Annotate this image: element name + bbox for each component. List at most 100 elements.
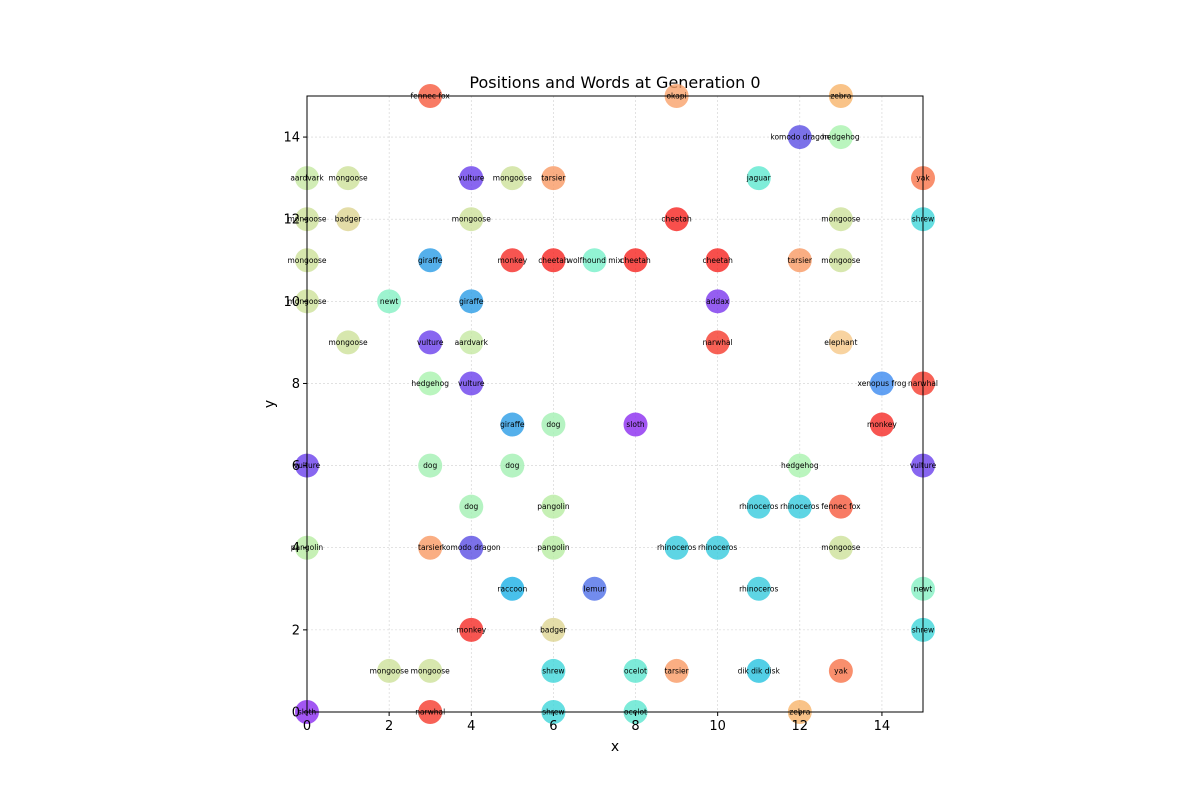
data-point [787,125,812,150]
point-label: dog [464,502,478,511]
y-tick-label: 12 [283,213,300,228]
data-point [418,453,443,478]
point-label: elephant [824,338,857,347]
point-label: rhinoceros [739,584,778,593]
data-point [336,166,361,191]
point-label: badger [540,625,567,634]
data-point [623,412,648,437]
point-label: jaguar [746,174,772,183]
data-point [377,658,402,683]
point-label: hedgehog [781,461,819,470]
data-point [459,617,484,642]
data-point [828,535,853,560]
point-label: mongoose [329,174,368,183]
data-point [500,412,525,437]
y-tick-label: 14 [283,131,300,146]
point-label: pangolin [537,543,570,552]
point-label: monkey [867,420,897,429]
point-label: vulture [458,174,485,183]
data-point [664,535,689,560]
data-point [336,207,361,232]
point-label: lemur [584,584,607,593]
data-point [705,330,730,355]
y-tick-label: 0 [292,706,300,721]
axis-ticks: 0 2 4 6 8 10 12 14 0 2 4 6 8 10 12 14 [283,131,890,734]
point-label: fennec fox [821,502,861,511]
point-label: giraffe [459,297,484,306]
y-tick-label: 6 [292,459,300,474]
data-point [869,412,894,437]
point-label: mongoose [452,215,491,224]
data-point [541,658,566,683]
data-point [828,248,853,273]
data-point [787,248,812,273]
x-tick-label: 0 [303,719,311,734]
data-point [787,494,812,519]
y-tick-label: 4 [292,541,300,556]
point-label: mongoose [493,174,532,183]
point-label: raccoon [497,584,527,593]
data-point [828,207,853,232]
point-label: vulture [458,379,485,388]
point-label: komodo dragon [442,543,501,552]
data-point [459,330,484,355]
y-tick-label: 8 [292,377,300,392]
data-point [418,248,443,273]
data-point [459,207,484,232]
data-point [500,166,525,191]
point-label: mongoose [821,543,860,552]
data-point [418,658,443,683]
point-label: aardvark [455,338,489,347]
point-label: cheetah [538,256,569,265]
point-label: hedgehog [411,379,449,388]
data-point [500,453,525,478]
point-label: monkey [497,256,527,265]
data-point [582,576,607,601]
point-label: cheetah [702,256,733,265]
point-label: xenopus frog [857,379,906,388]
data-point [459,535,484,560]
data-point [828,494,853,519]
point-label: cheetah [661,215,692,224]
x-tick-label: 2 [385,719,393,734]
data-point [541,617,566,642]
x-tick-label: 6 [549,719,557,734]
data-point [746,166,771,191]
x-axis-label: x [611,739,619,755]
data-point [541,494,566,519]
data-point [582,248,607,273]
data-point [541,535,566,560]
point-label: tarsier [788,256,813,265]
data-point [828,330,853,355]
data-point [541,166,566,191]
x-tick-label: 12 [792,719,809,734]
point-label: wolfhound mix [567,256,623,265]
data-point [377,289,402,314]
data-point [828,658,853,683]
data-point [541,412,566,437]
point-label: dog [505,461,519,470]
data-point [459,289,484,314]
data-point [705,535,730,560]
point-label: tarsier [541,174,566,183]
point-label: narwhal [703,338,733,347]
point-label: mongoose [370,666,409,675]
data-point [459,494,484,519]
data-point [705,289,730,314]
data-point [459,166,484,191]
data-point [746,576,771,601]
y-axis-label: y [262,400,278,408]
point-label: rhinoceros [698,543,737,552]
data-point [787,453,812,478]
point-label: newt [380,297,399,306]
point-label: mongoose [411,666,450,675]
data-point [623,248,648,273]
point-label: tarsier [418,543,443,552]
point-label: dog [423,461,437,470]
data-point [746,494,771,519]
point-label: tarsier [664,666,689,675]
point-label: giraffe [500,420,525,429]
point-label: mongoose [821,256,860,265]
